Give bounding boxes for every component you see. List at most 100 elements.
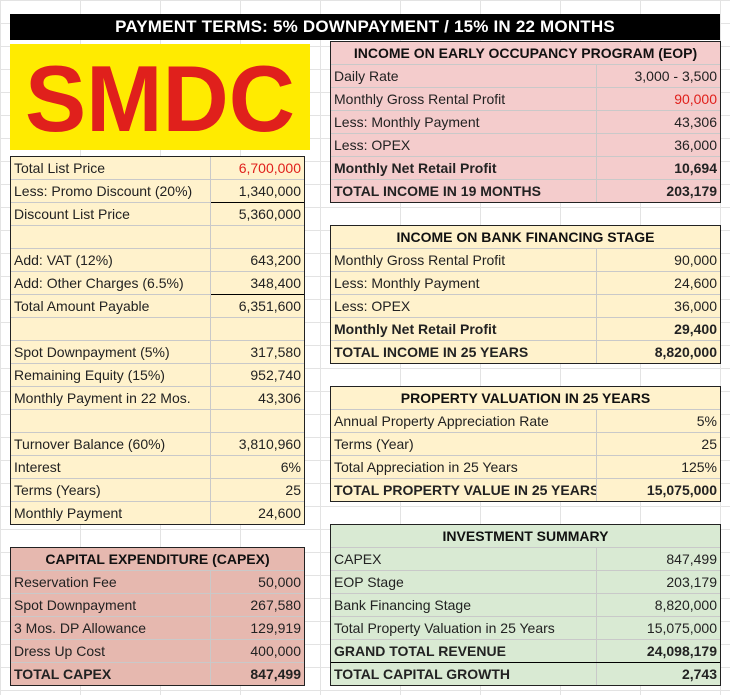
table-row: Daily Rate 3,000 - 3,500: [330, 64, 722, 88]
total-row: GRAND TOTAL REVENUE 24,098,179: [330, 639, 721, 663]
table-row: Total Property Valuation in 25 Years 15,0…: [330, 616, 721, 640]
row-label: Less: Promo Discount (20%): [10, 179, 211, 203]
table-row: Discount List Price 5,360,000: [10, 202, 305, 226]
table-row: Monthly Net Retail Profit 10,694: [330, 156, 722, 180]
table-row: [10, 225, 305, 249]
row-label: Terms (Year): [330, 432, 597, 456]
row-label: 3 Mos. DP Allowance: [10, 616, 211, 640]
row-value: 5%: [596, 409, 721, 433]
table-row: 3 Mos. DP Allowance 129,919: [10, 616, 305, 640]
table-row: Total Appreciation in 25 Years 125%: [330, 455, 721, 479]
row-label: Discount List Price: [10, 202, 211, 226]
row-label: Monthly Net Retail Profit: [330, 317, 597, 341]
table-header-row: PROPERTY VALUATION IN 25 YEARS: [330, 386, 721, 410]
row-label: Spot Downpayment (5%): [10, 340, 211, 364]
row-value: 10,694: [595, 156, 722, 180]
row-value: 43,306: [210, 386, 305, 410]
table-row: Terms (Year) 25: [330, 432, 721, 456]
row-value: [210, 317, 305, 341]
row-label: Monthly Payment: [10, 501, 211, 525]
table-row: Terms (Years) 25: [10, 478, 305, 502]
table-row: Annual Property Appreciation Rate 5%: [330, 409, 721, 433]
total-label: TOTAL CAPITAL GROWTH: [330, 662, 597, 686]
total-label: GRAND TOTAL REVENUE: [330, 639, 597, 663]
table-row: Remaining Equity (15%) 952,740: [10, 363, 305, 387]
row-value: 36,000: [596, 294, 721, 318]
total-row: TOTAL INCOME IN 19 MONTHS 203,179: [330, 179, 722, 203]
row-value: 43,306: [595, 110, 722, 134]
eop-income-table: INCOME ON EARLY OCCUPANCY PROGRAM (EOP) …: [329, 41, 722, 203]
smdc-logo: SMDC: [10, 44, 310, 150]
row-value: 24,600: [596, 271, 721, 295]
row-label: Reservation Fee: [10, 570, 211, 594]
row-value: 50,000: [210, 570, 305, 594]
total-value: 24,098,179: [596, 639, 721, 663]
table-row: [10, 409, 305, 433]
row-value: 952,740: [210, 363, 305, 387]
summary-title: INVESTMENT SUMMARY: [330, 524, 721, 548]
smdc-logo-image: SMDC: [25, 49, 295, 145]
row-value: 25: [596, 432, 721, 456]
row-label: CAPEX: [330, 547, 597, 571]
row-value: 1,340,000: [210, 179, 305, 203]
row-value: 6,351,600: [210, 294, 305, 318]
row-value: 29,400: [596, 317, 721, 341]
row-value: 267,580: [210, 593, 305, 617]
table-row: Add: VAT (12%) 643,200: [10, 248, 305, 272]
row-label: Total List Price: [10, 156, 211, 180]
row-label: Monthly Gross Rental Profit: [330, 248, 597, 272]
row-label: Monthly Payment in 22 Mos.: [10, 386, 211, 410]
table-row: Spot Downpayment (5%) 317,580: [10, 340, 305, 364]
table-row: Less: OPEX 36,000: [330, 294, 721, 318]
svg-text:SMDC: SMDC: [25, 49, 295, 145]
total-label: TOTAL PROPERTY VALUE IN 25 YEARS: [330, 478, 597, 502]
row-value: 643,200: [210, 248, 305, 272]
table-row: Spot Downpayment 267,580: [10, 593, 305, 617]
total-label: TOTAL INCOME IN 25 YEARS: [330, 340, 597, 364]
row-value: 3,810,960: [210, 432, 305, 456]
row-label: Remaining Equity (15%): [10, 363, 211, 387]
valuation-title: PROPERTY VALUATION IN 25 YEARS: [330, 386, 721, 410]
row-value: 90,000: [595, 87, 722, 111]
total-row: TOTAL PROPERTY VALUE IN 25 YEARS 15,075,0…: [330, 478, 721, 502]
table-row: EOP Stage 203,179: [330, 570, 721, 594]
row-value: 6,700,000: [210, 156, 305, 180]
total-row: TOTAL CAPITAL GROWTH 2,743: [330, 662, 721, 686]
row-value: 24,600: [210, 501, 305, 525]
total-label: TOTAL CAPEX: [10, 662, 211, 686]
row-label: Less: OPEX: [330, 294, 597, 318]
row-label: Total Property Valuation in 25 Years: [330, 616, 597, 640]
row-label: Annual Property Appreciation Rate: [330, 409, 597, 433]
row-label: Monthly Net Retail Profit: [330, 156, 597, 180]
table-row: Interest 6%: [10, 455, 305, 479]
table-row: Monthly Gross Rental Profit 90,000: [330, 87, 722, 111]
table-header-row: INCOME ON BANK FINANCING STAGE: [330, 225, 721, 249]
row-label: Spot Downpayment: [10, 593, 211, 617]
row-label: Total Appreciation in 25 Years: [330, 455, 597, 479]
table-row: Less: Promo Discount (20%) 1,340,000: [10, 179, 305, 203]
row-label: Interest: [10, 455, 211, 479]
table-row: Monthly Net Retail Profit 29,400: [330, 317, 721, 341]
table-row: Turnover Balance (60%) 3,810,960: [10, 432, 305, 456]
row-value: 90,000: [596, 248, 721, 272]
table-row: Less: Monthly Payment 43,306: [330, 110, 722, 134]
table-row: CAPEX 847,499: [330, 547, 721, 571]
total-label: TOTAL INCOME IN 19 MONTHS: [330, 179, 597, 203]
row-value: 5,360,000: [210, 202, 305, 226]
row-value: 36,000: [595, 133, 722, 157]
row-value: 125%: [596, 455, 721, 479]
row-label: Less: Monthly Payment: [330, 110, 597, 134]
table-row: Total List Price 6,700,000: [10, 156, 305, 180]
row-value: 847,499: [596, 547, 721, 571]
row-label: Daily Rate: [330, 64, 597, 88]
bank-financing-table: INCOME ON BANK FINANCING STAGE Monthly G…: [330, 225, 721, 364]
row-value: 3,000 - 3,500: [595, 64, 722, 88]
row-value: 400,000: [210, 639, 305, 663]
investment-summary-table: INVESTMENT SUMMARY CAPEX 847,499 EOP Stag…: [330, 524, 721, 686]
row-label: [10, 409, 211, 433]
total-row: TOTAL INCOME IN 25 YEARS 8,820,000: [330, 340, 721, 364]
row-value: 25: [210, 478, 305, 502]
row-label: Monthly Gross Rental Profit: [330, 87, 597, 111]
row-value: 317,580: [210, 340, 305, 364]
table-row: [10, 317, 305, 341]
